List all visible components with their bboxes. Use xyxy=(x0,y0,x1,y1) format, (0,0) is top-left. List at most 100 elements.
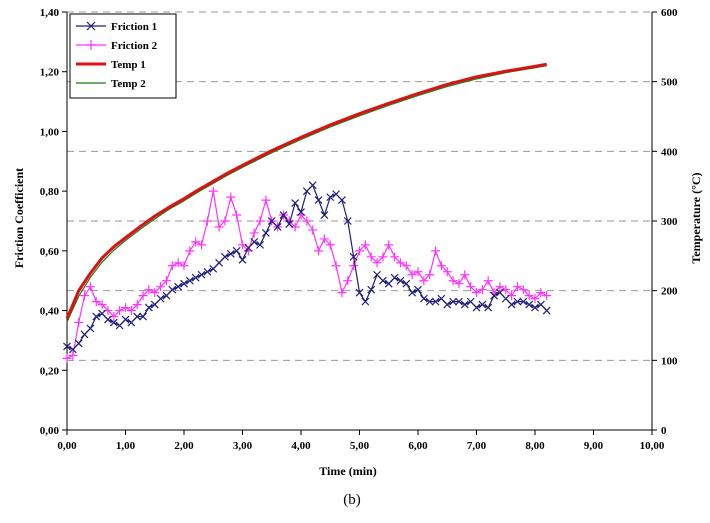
series-friction-2 xyxy=(62,186,552,363)
data-point xyxy=(478,300,487,309)
y-left-tick-label: 1,20 xyxy=(40,67,60,79)
x-tick-label: 3,00 xyxy=(233,440,253,452)
legend-label: Friction 1 xyxy=(111,21,157,33)
data-point xyxy=(291,199,300,208)
data-point xyxy=(80,291,90,301)
data-point xyxy=(338,196,346,205)
data-point xyxy=(460,270,470,280)
data-point xyxy=(191,237,201,247)
data-point xyxy=(91,297,101,307)
data-point xyxy=(174,282,183,291)
data-point xyxy=(244,243,253,252)
data-point xyxy=(454,279,464,289)
x-tick-label: 1,00 xyxy=(116,440,136,452)
data-point xyxy=(390,273,399,282)
data-point xyxy=(372,258,382,268)
data-point xyxy=(407,270,417,280)
y-axis-left-title: Friction Coefficient xyxy=(12,168,26,268)
data-point xyxy=(367,285,376,294)
data-point xyxy=(337,288,347,298)
data-point xyxy=(472,288,481,298)
series-friction-1 xyxy=(63,181,551,354)
data-point xyxy=(121,303,130,313)
y-left-tick-label: 0,00 xyxy=(40,425,60,437)
data-point xyxy=(68,350,78,360)
legend-entry: Temp 2 xyxy=(76,78,146,90)
data-point xyxy=(332,190,341,199)
data-point xyxy=(261,229,270,237)
x-tick-label: 10,00 xyxy=(640,440,665,452)
data-point xyxy=(414,285,422,294)
legend-entry: Friction 2 xyxy=(76,40,158,52)
data-point xyxy=(255,216,265,226)
data-point xyxy=(495,288,504,297)
legend-label: Temp 1 xyxy=(111,59,146,71)
data-point xyxy=(197,270,206,279)
data-point xyxy=(214,222,224,232)
data-point xyxy=(425,297,434,306)
data-point xyxy=(402,279,411,288)
data-point xyxy=(460,300,469,309)
y-left-tick-label: 0,60 xyxy=(40,246,60,258)
data-point xyxy=(530,294,540,304)
data-point xyxy=(92,312,101,321)
series-line-temp-2 xyxy=(66,65,547,323)
data-point xyxy=(484,303,493,312)
series-line-friction-1 xyxy=(66,184,548,350)
data-point xyxy=(185,276,194,285)
data-point xyxy=(542,306,551,315)
data-point xyxy=(256,240,264,249)
x-tick-label: 7,00 xyxy=(467,440,487,452)
x-axis-title: Time (min) xyxy=(319,464,376,478)
data-point xyxy=(308,225,318,235)
data-point xyxy=(466,297,475,306)
y-right-tick-label: 500 xyxy=(661,77,678,89)
data-point xyxy=(180,279,188,288)
data-point xyxy=(320,211,329,219)
data-point xyxy=(80,330,89,339)
legend-entry: Friction 1 xyxy=(76,21,157,33)
data-point xyxy=(250,237,259,246)
data-point xyxy=(68,345,77,354)
y-right-tick-label: 600 xyxy=(661,7,678,19)
data-point xyxy=(126,306,136,316)
data-point xyxy=(279,211,288,219)
data-point xyxy=(109,318,118,327)
data-point xyxy=(173,258,183,268)
data-point xyxy=(97,300,107,310)
data-point xyxy=(542,291,552,301)
data-point xyxy=(355,288,364,297)
data-point xyxy=(408,288,417,297)
data-point xyxy=(531,303,539,312)
y-left-tick-label: 0,80 xyxy=(40,186,60,198)
data-point xyxy=(156,282,166,292)
data-point xyxy=(267,217,276,225)
data-point xyxy=(314,246,324,256)
legend-marker xyxy=(86,21,96,31)
tick-labels: 0,00 1,00 2,00 3,00 4,00 5,00 6,00 7,00 8,00 9,00… xyxy=(40,7,678,452)
data-point xyxy=(449,297,458,306)
data-point xyxy=(326,193,335,202)
figure-caption: (b) xyxy=(343,492,361,508)
data-point xyxy=(319,234,329,244)
data-point xyxy=(138,291,148,301)
data-point xyxy=(455,297,463,306)
y-right-tick-label: 100 xyxy=(661,355,678,367)
data-point xyxy=(285,220,294,228)
data-point xyxy=(261,195,271,205)
y-left-tick-label: 1,40 xyxy=(40,7,60,19)
plot-area xyxy=(62,62,552,363)
data-point xyxy=(86,324,95,333)
data-point xyxy=(150,300,159,309)
series-line-temp-1 xyxy=(65,62,547,320)
data-point xyxy=(443,300,452,309)
data-point xyxy=(98,309,107,318)
data-point xyxy=(203,267,212,276)
data-point xyxy=(384,240,394,250)
data-point xyxy=(302,187,311,196)
y-right-tick-label: 400 xyxy=(661,146,678,158)
series-temp-2 xyxy=(66,65,547,323)
data-point xyxy=(425,270,435,280)
data-point xyxy=(197,240,207,250)
data-point xyxy=(373,270,381,279)
